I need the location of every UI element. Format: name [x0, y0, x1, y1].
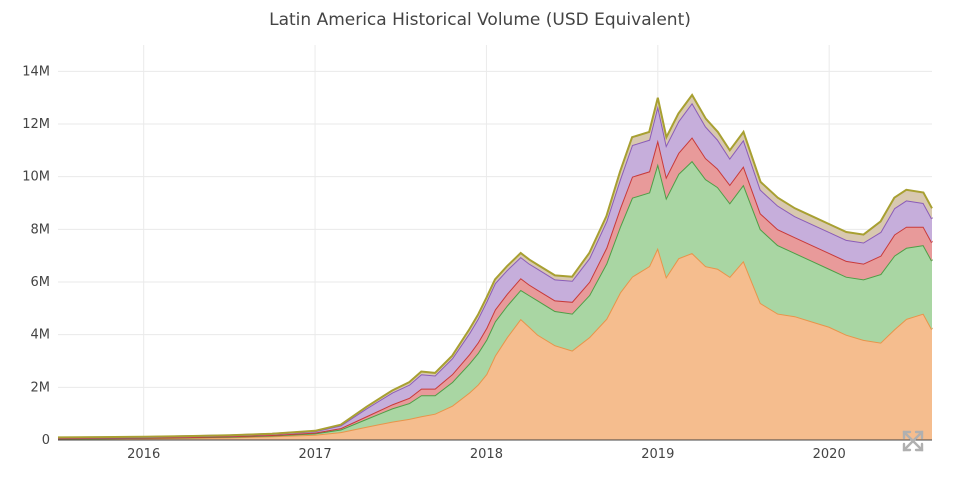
- y-tick-label: 6M: [31, 275, 51, 290]
- area-series-line-5: [57, 93, 933, 439]
- x-tick-label: 2018: [470, 447, 503, 462]
- chart-title: Latin America Historical Volume (USD Equ…: [269, 10, 691, 30]
- x-tick-label: 2017: [299, 447, 332, 462]
- y-tick-label: 2M: [31, 380, 51, 395]
- x-tick-label: 2016: [127, 447, 160, 462]
- y-tick-label: 4M: [31, 328, 51, 343]
- area-series-2: [58, 160, 932, 439]
- y-tick-label: 10M: [22, 170, 50, 185]
- y-tick-label: 14M: [22, 64, 50, 79]
- x-tick-label: 2019: [641, 447, 674, 462]
- y-tick-label: 12M: [22, 117, 50, 132]
- area-series-1: [58, 247, 932, 440]
- y-tick-label: 0: [42, 433, 50, 448]
- y-tick-label: 8M: [31, 222, 51, 237]
- x-tick-label: 2020: [813, 447, 846, 462]
- expand-arrows-icon[interactable]: [900, 428, 926, 454]
